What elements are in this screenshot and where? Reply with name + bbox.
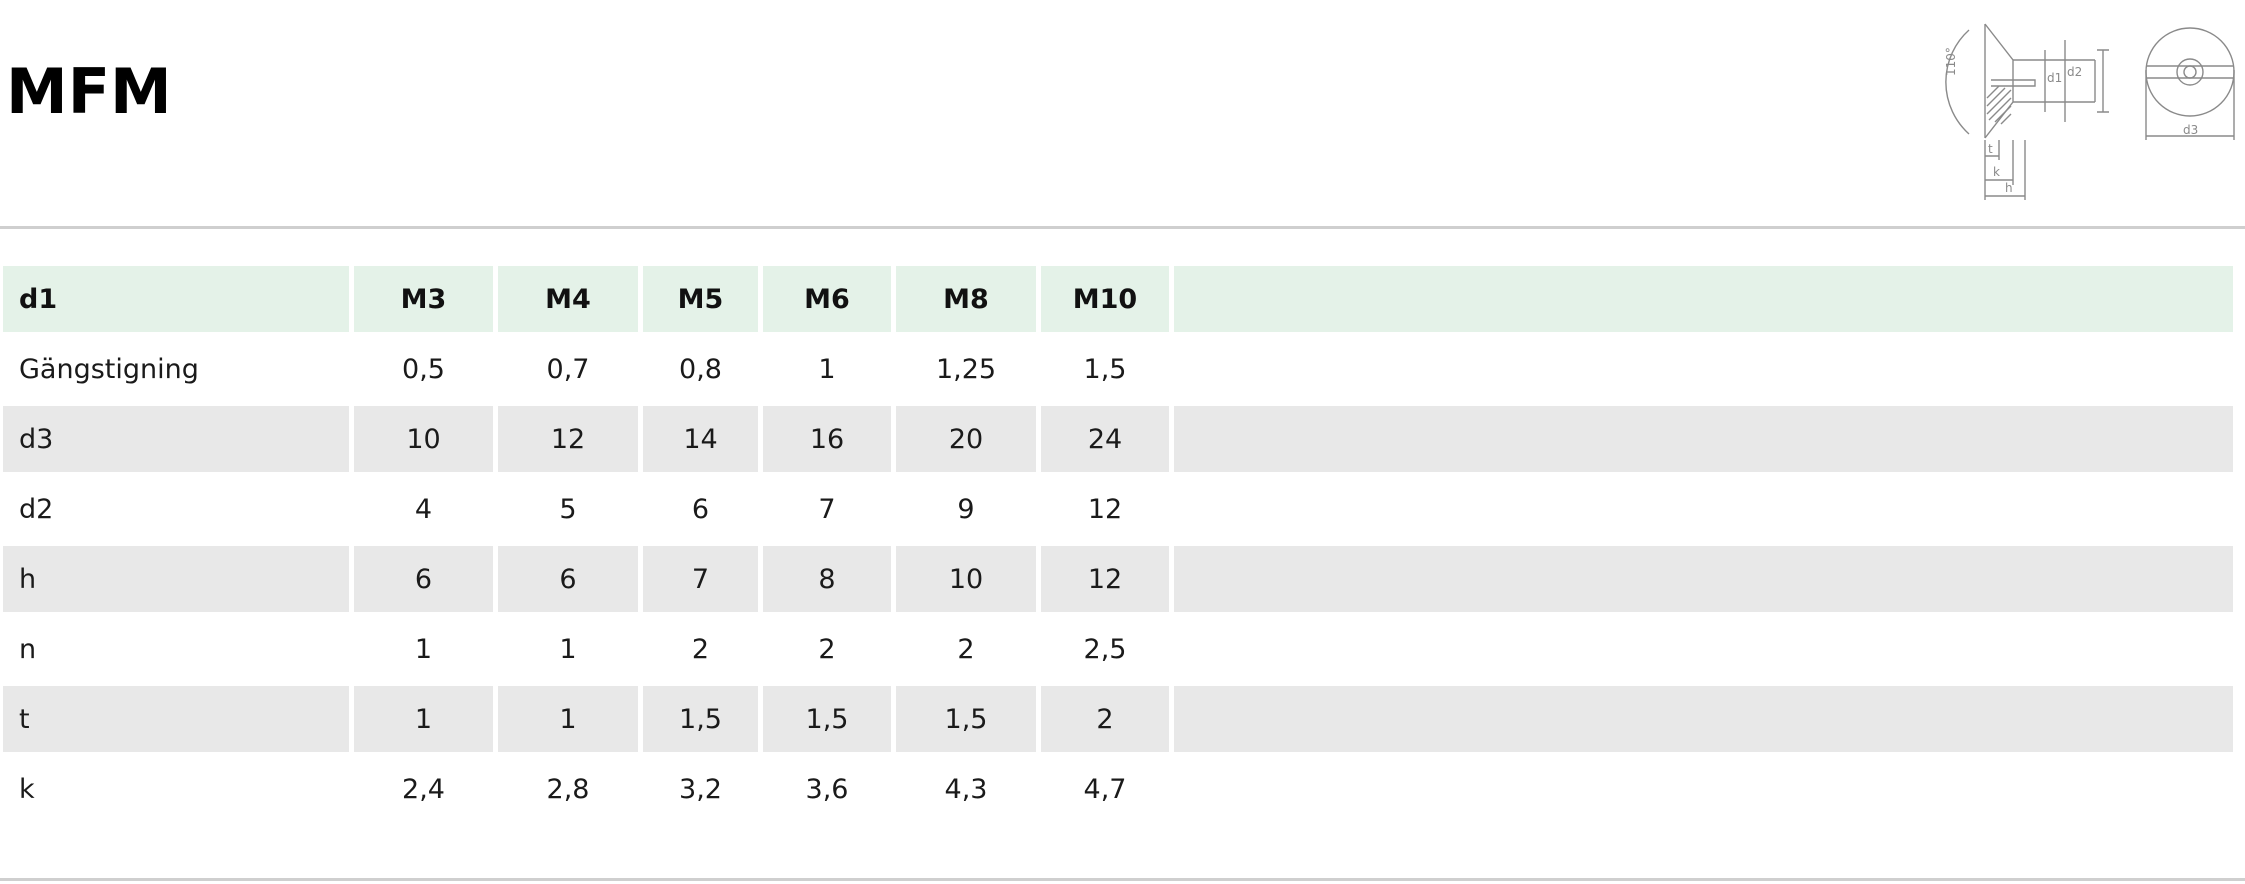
row-cell: 3,2 [643,756,758,826]
row-cell: 12 [1041,476,1169,546]
row-cell: 6 [643,476,758,546]
row-label: d2 [3,476,349,546]
row-label: Gängstigning [3,336,349,406]
row-cell: 1 [498,686,638,756]
row-cell: 5 [498,476,638,546]
row-cell: 1 [763,336,891,406]
bottom-divider [0,878,2245,881]
row-cell: 1,5 [896,686,1036,756]
row-cell: 0,8 [643,336,758,406]
row-cell: 3,6 [763,756,891,826]
row-cell: 6 [498,546,638,616]
row-filler [1174,546,2233,616]
row-cell: 7 [643,546,758,616]
screw-technical-drawing: 110° d1 d2 t k h d3 [1944,23,2235,200]
row-cell: 1,25 [896,336,1036,406]
row-cell: 1,5 [643,686,758,756]
diagram-label-t: t [1988,142,1993,156]
row-filler [1174,406,2233,476]
row-cell: 2,5 [1041,616,1169,686]
row-cell: 14 [643,406,758,476]
diagram-label-h: h [2005,181,2013,195]
row-cell: 20 [896,406,1036,476]
top-divider [0,226,2245,229]
header-label: d1 [3,266,349,336]
row-cell: 10 [354,406,493,476]
row-cell: 1 [354,686,493,756]
table-row: Gängstigning 0,5 0,7 0,8 1 1,25 1,5 [3,336,2233,406]
header-col: M4 [498,266,638,336]
row-filler [1174,756,2233,826]
row-cell: 0,7 [498,336,638,406]
row-label: n [3,616,349,686]
row-label: t [3,686,349,756]
row-filler [1174,336,2233,406]
row-cell: 6 [354,546,493,616]
row-cell: 10 [896,546,1036,616]
diagram-label-d3: d3 [2183,123,2198,137]
header-filler [1174,266,2233,336]
diagram-label-d2: d2 [2067,65,2082,79]
header-col: M3 [354,266,493,336]
row-cell: 4,7 [1041,756,1169,826]
row-cell: 2,4 [354,756,493,826]
row-cell: 16 [763,406,891,476]
table-row: h 6 6 7 8 10 12 [3,546,2233,616]
row-cell: 2 [896,616,1036,686]
diagram-label-k: k [1993,165,2000,179]
table-row: k 2,4 2,8 3,2 3,6 4,3 4,7 [3,756,2233,826]
row-label: d3 [3,406,349,476]
row-cell: 4 [354,476,493,546]
row-filler [1174,616,2233,686]
row-cell: 2 [643,616,758,686]
spec-table: d1 M3 M4 M5 M6 M8 M10 Gängstigning 0,5 0… [0,266,2238,826]
header-col: M6 [763,266,891,336]
row-cell: 1 [498,616,638,686]
table-header-row: d1 M3 M4 M5 M6 M8 M10 [3,266,2233,336]
row-label: h [3,546,349,616]
table-row: t 1 1 1,5 1,5 1,5 2 [3,686,2233,756]
row-cell: 4,3 [896,756,1036,826]
row-cell: 12 [1041,546,1169,616]
row-label: k [3,756,349,826]
row-cell: 9 [896,476,1036,546]
page-title: MFM [6,55,172,128]
row-cell: 24 [1041,406,1169,476]
row-cell: 8 [763,546,891,616]
table-row: n 1 1 2 2 2 2,5 [3,616,2233,686]
angle-label: 110° [1944,47,1958,76]
row-cell: 2,8 [498,756,638,826]
table-row: d3 10 12 14 16 20 24 [3,406,2233,476]
row-cell: 12 [498,406,638,476]
row-cell: 2 [1041,686,1169,756]
row-cell: 1,5 [763,686,891,756]
row-cell: 7 [763,476,891,546]
diagram-label-d1: d1 [2047,71,2062,85]
row-cell: 0,5 [354,336,493,406]
header-col: M10 [1041,266,1169,336]
row-cell: 1 [354,616,493,686]
row-cell: 1,5 [1041,336,1169,406]
row-filler [1174,686,2233,756]
header-col: M8 [896,266,1036,336]
header-col: M5 [643,266,758,336]
row-cell: 2 [763,616,891,686]
table-row: d2 4 5 6 7 9 12 [3,476,2233,546]
row-filler [1174,476,2233,546]
